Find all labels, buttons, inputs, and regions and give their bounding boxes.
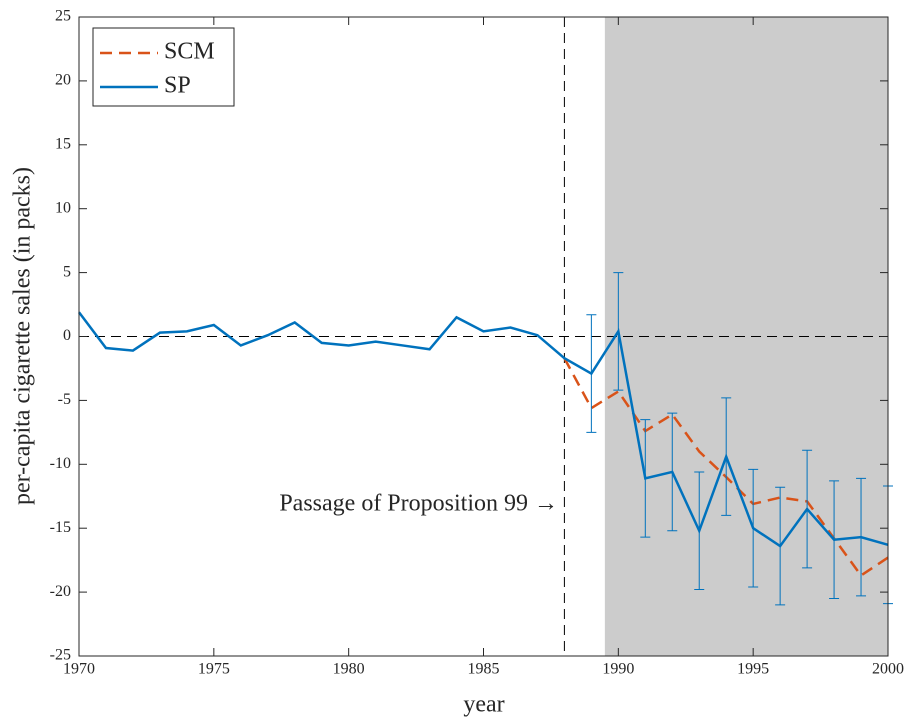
error-bar xyxy=(802,449,813,569)
error-bar xyxy=(640,419,651,538)
y-tick-label: -25 xyxy=(50,647,71,664)
y-tick-label: 15 xyxy=(55,135,71,152)
x-tick-label: 1975 xyxy=(198,661,230,678)
x-tick-label: 1995 xyxy=(737,661,769,678)
error-bar xyxy=(586,314,597,433)
error-bar xyxy=(748,468,759,588)
y-tick-label: -10 xyxy=(50,455,71,472)
x-tick-label: 1980 xyxy=(333,661,365,678)
y-tick-label: 10 xyxy=(55,199,71,216)
error-bar xyxy=(856,477,867,597)
annotation: Passage of Proposition 99 → xyxy=(279,491,558,517)
y-tick-label: -15 xyxy=(50,519,71,536)
x-tick-label: 1970 xyxy=(63,661,95,678)
y-tick-label: 25 xyxy=(55,8,71,25)
y-tick-label: -20 xyxy=(50,583,71,600)
error-bar xyxy=(775,486,786,606)
error-bar xyxy=(694,471,705,591)
y-axis-label: per-capita cigarette sales (in packs) xyxy=(10,167,36,505)
y-tick-label: 20 xyxy=(55,72,71,89)
error-bar xyxy=(829,480,840,599)
legend-label: SCM xyxy=(164,39,215,65)
x-tick-label: 1990 xyxy=(602,661,634,678)
y-tick-label: -5 xyxy=(58,391,71,408)
x-tick-label: 1985 xyxy=(468,661,500,678)
y-tick-label: 0 xyxy=(63,327,71,344)
y-tick-label: 5 xyxy=(63,263,71,280)
error-bar xyxy=(721,397,732,516)
x-tick-label: 2000 xyxy=(872,661,904,678)
error-bar xyxy=(613,272,624,391)
error-bar xyxy=(667,412,678,532)
legend-box xyxy=(92,27,235,107)
legend-label: SP xyxy=(164,73,191,99)
plot-frame xyxy=(78,16,889,657)
x-axis-label: year xyxy=(463,692,504,718)
